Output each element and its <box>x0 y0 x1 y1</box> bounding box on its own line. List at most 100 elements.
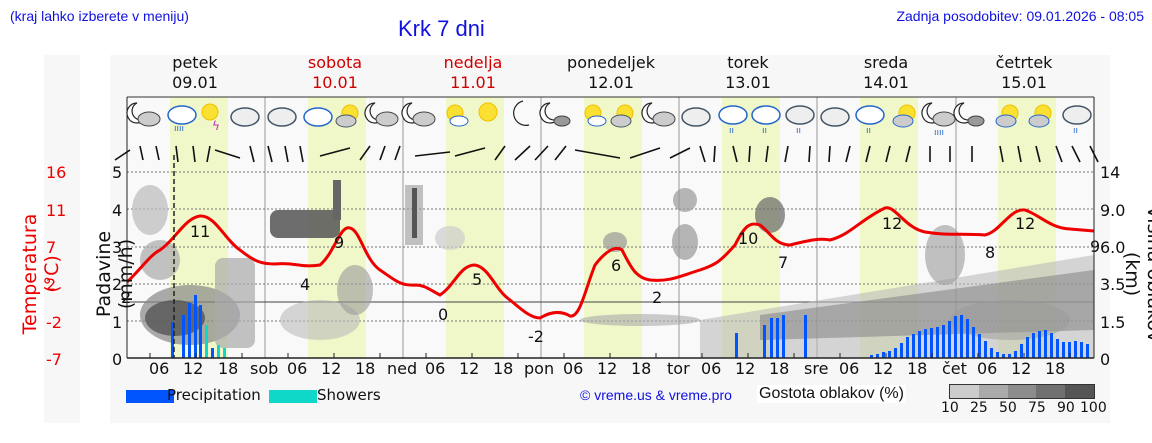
precipitation-bars <box>171 295 1089 358</box>
cloud-tick: 1.5 <box>1100 313 1126 332</box>
svg-text:ıııı: ıııı <box>934 128 944 138</box>
cloud-density-label: Gostota oblakov (%) <box>757 385 906 403</box>
day-header: ponedeljek 12.01 <box>567 53 655 92</box>
day-header: sobota 10.01 <box>307 53 363 92</box>
x-tick: 18 <box>1045 359 1066 378</box>
x-tick: 12 <box>1011 359 1032 378</box>
cloud-density-layer <box>132 180 1094 358</box>
day-header: nedelja 11.01 <box>443 53 503 92</box>
svg-text:ıı: ıı <box>1073 126 1078 136</box>
prec-tick: 1 <box>112 313 123 332</box>
svg-text:ıııı: ıııı <box>174 124 184 134</box>
svg-text:2: 2 <box>652 288 662 307</box>
credit-link[interactable]: © vreme.us & vreme.pro <box>580 387 732 403</box>
prec-tick: 0 <box>112 350 123 369</box>
cloud-height-axis-label: Višina oblakov (km) <box>1121 205 1152 343</box>
x-tick: 06 <box>287 359 308 378</box>
x-tick: 12 <box>597 359 618 378</box>
svg-text:ıı: ıı <box>866 126 871 136</box>
x-tick: sre <box>804 359 829 378</box>
x-tick: sob <box>250 359 279 378</box>
cloud-tick: 9.0 <box>1100 201 1126 220</box>
weather-icons: ıııı ϟ ıı ıı ıı ıı ıııı ıı <box>126 100 1092 138</box>
showers-legend-swatch <box>269 390 317 403</box>
x-tick: 12 <box>459 359 480 378</box>
svg-text:11: 11 <box>190 222 210 241</box>
shower-bars <box>205 325 226 358</box>
temp-tick: 16 <box>46 163 67 182</box>
x-tick: 18 <box>493 359 514 378</box>
svg-text:-2: -2 <box>528 327 544 346</box>
svg-text:ϟ: ϟ <box>212 119 220 133</box>
precipitation-legend-label: Precipitation <box>167 386 261 404</box>
svg-text:9: 9 <box>334 233 344 252</box>
x-tick: 06 <box>701 359 722 378</box>
cloud-tick: 3.5 <box>1100 275 1126 294</box>
svg-text:12: 12 <box>882 214 902 233</box>
prec-tick: 4 <box>112 201 123 220</box>
temp-tick: 2 <box>46 275 57 294</box>
x-tick: 06 <box>563 359 584 378</box>
x-tick: 12 <box>321 359 342 378</box>
temp-tick: -7 <box>46 350 62 369</box>
x-tick: čet <box>942 359 967 378</box>
svg-text:12: 12 <box>1015 214 1035 233</box>
x-tick: 18 <box>769 359 790 378</box>
wind-barbs <box>114 145 1099 163</box>
x-tick: 06 <box>425 359 446 378</box>
prec-tick: 2 <box>112 275 123 294</box>
cloud-tick: 6.0 <box>1100 238 1126 257</box>
temperature-line <box>125 206 1095 320</box>
cloud-tick: 0 <box>1100 350 1111 369</box>
temperature-axis-panel <box>44 55 80 423</box>
x-tick: 06 <box>839 359 860 378</box>
cloud-tick: 14 <box>1100 163 1121 182</box>
x-tick: 18 <box>907 359 928 378</box>
x-tick: ned <box>387 359 418 378</box>
day-header: petek 09.01 <box>172 53 218 92</box>
x-tick: 06 <box>149 359 170 378</box>
scale-label: 100 <box>1080 400 1107 416</box>
x-tick: tor <box>667 359 690 378</box>
temp-tick: 11 <box>46 201 67 220</box>
region-hint[interactable]: (kraj lahko izberete v meniju) <box>10 8 189 24</box>
svg-text:0: 0 <box>438 305 448 324</box>
svg-text:2: 2 <box>121 288 131 307</box>
svg-text:9: 9 <box>1090 237 1100 256</box>
temperature-annotations: 2 11 4 9 0 5 -2 6 2 10 7 12 8 12 9 <box>121 214 1100 346</box>
cloud-density-scale <box>949 384 1095 399</box>
last-update: Zadnja posodobitev: 09.01.2026 - 08:05 <box>896 8 1144 24</box>
svg-text:8: 8 <box>985 243 995 262</box>
svg-text:5: 5 <box>472 270 482 289</box>
x-tick: 12 <box>735 359 756 378</box>
showers-legend-label: Showers <box>317 386 381 404</box>
svg-text:ıı: ıı <box>796 126 801 136</box>
x-tick: 12 <box>183 359 204 378</box>
precipitation-legend-swatch <box>126 390 174 403</box>
temp-tick: -2 <box>46 313 62 332</box>
scale-label: 75 <box>1028 400 1046 416</box>
day-header: sreda 14.01 <box>863 53 909 92</box>
x-tick: 18 <box>631 359 652 378</box>
day-header: četrtek 15.01 <box>995 53 1053 92</box>
prec-tick: 3 <box>112 238 123 257</box>
day-header: torek 13.01 <box>725 53 771 92</box>
scale-label: 90 <box>1057 400 1075 416</box>
temp-tick: 7 <box>46 238 57 257</box>
page-title: Krk 7 dni <box>398 16 485 41</box>
prec-tick: 5 <box>112 163 123 182</box>
x-tick: 12 <box>873 359 894 378</box>
svg-text:7: 7 <box>778 253 788 272</box>
x-tick: 18 <box>355 359 376 378</box>
scale-label: 25 <box>970 400 988 416</box>
svg-text:ıı: ıı <box>762 126 767 136</box>
svg-text:6: 6 <box>611 256 621 275</box>
svg-text:ıı: ıı <box>729 126 734 136</box>
x-tick: pon <box>524 359 555 378</box>
svg-text:10: 10 <box>738 229 758 248</box>
scale-label: 10 <box>941 400 959 416</box>
x-tick: 06 <box>977 359 998 378</box>
scale-label: 50 <box>999 400 1017 416</box>
x-tick: 18 <box>218 359 239 378</box>
